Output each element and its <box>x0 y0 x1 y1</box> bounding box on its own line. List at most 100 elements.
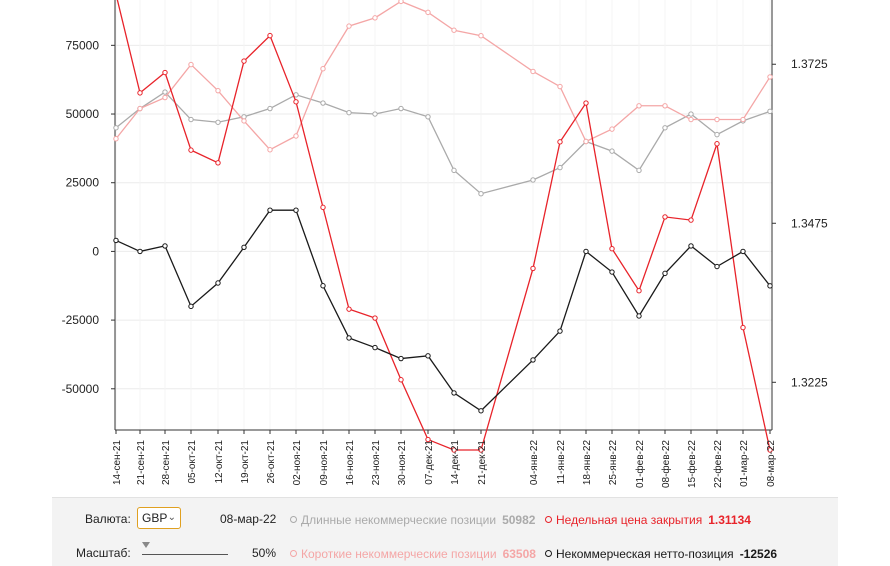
series-point <box>478 33 484 39</box>
series-point <box>478 191 484 197</box>
series-point <box>557 83 563 90</box>
series-point <box>188 303 194 310</box>
series-point <box>767 108 773 115</box>
series-point <box>688 116 694 123</box>
x-tick-label: 05-окт-21 <box>187 440 198 484</box>
right-tick-label: 1.3725 <box>791 57 828 71</box>
legend-item-long[interactable]: Длинные некоммерческие позиции 50982 <box>290 513 535 527</box>
scale-value: 50% <box>252 546 277 560</box>
axes <box>111 0 776 434</box>
series-point <box>425 436 431 443</box>
series-point <box>137 90 143 96</box>
series-lines <box>113 0 773 453</box>
x-tick-label: 14-дек-21 <box>450 440 461 485</box>
series-point <box>688 217 694 223</box>
series-point <box>372 315 378 321</box>
series-point <box>583 138 589 145</box>
series-point <box>398 355 404 362</box>
series-point <box>320 100 326 106</box>
series-point <box>557 328 563 334</box>
report-date: 08-мар-22 <box>220 512 277 526</box>
series-point <box>451 447 457 453</box>
x-tick-label: 07-дек-21 <box>424 440 435 485</box>
x-tick-label: 02-ноя-21 <box>292 440 303 486</box>
series-point <box>609 246 615 252</box>
x-tick-label: 08-мар-22 <box>766 440 777 487</box>
series-point <box>346 109 352 116</box>
series-point <box>113 237 119 244</box>
series-point <box>293 99 299 105</box>
cot-chart: 75000 50000 25000 0 -25000 -50000 1.3725 1.3475… <box>62 0 828 488</box>
x-tick-label: 01-мар-22 <box>739 440 750 487</box>
series-point <box>346 23 352 29</box>
x-tick-label: 15-фев-22 <box>686 440 698 488</box>
series-point <box>320 283 326 289</box>
legend-marker-net <box>545 550 552 558</box>
series-point <box>609 269 615 275</box>
series-point <box>372 15 378 21</box>
series-line <box>116 0 771 451</box>
series-point <box>215 280 221 286</box>
series-point <box>241 58 247 64</box>
x-tick-label: 08-фев-22 <box>660 440 672 488</box>
series-point <box>662 270 668 277</box>
series-point <box>267 147 273 153</box>
series-point <box>767 74 773 80</box>
series-point <box>188 116 194 123</box>
series-point <box>372 344 378 351</box>
series-point <box>188 147 194 153</box>
series-point <box>636 103 642 109</box>
grid-lines <box>115 0 772 430</box>
right-tick-label: 1.3475 <box>791 216 828 230</box>
legend-label-close: Недельная цена закрытия <box>556 513 703 527</box>
x-tick-label: 22-фев-22 <box>712 440 724 488</box>
series-point <box>740 248 746 255</box>
series-point <box>293 133 299 139</box>
legend-value-net: -12526 <box>739 547 778 561</box>
x-tick-label: 28-сен-21 <box>161 440 172 485</box>
series-point <box>636 313 642 319</box>
series-point <box>162 89 168 95</box>
series-point <box>215 119 221 125</box>
scale-slider-handle[interactable] <box>142 542 150 548</box>
x-tick-label: 19-окт-21 <box>240 440 251 484</box>
series-point <box>320 65 326 72</box>
legend-item-short[interactable]: Короткие некоммерческие позиции 63508 <box>290 547 536 561</box>
series-point <box>583 248 589 255</box>
legend-marker-close <box>545 516 552 524</box>
series-point <box>398 0 404 5</box>
series-point <box>137 105 143 112</box>
series-point <box>662 103 668 109</box>
legend-label-short: Короткие некоммерческие позиции <box>301 547 497 561</box>
x-tick-label: 25-янв-22 <box>608 440 619 486</box>
series-point <box>241 244 247 250</box>
legend-item-close[interactable]: Недельная цена закрытия 1.31134 <box>545 513 751 527</box>
left-tick-label: 50000 <box>66 107 100 121</box>
x-tick-label: 23-ноя-21 <box>371 440 382 486</box>
x-tick-label: 11-янв-22 <box>556 440 567 485</box>
left-tick-label: 75000 <box>66 38 100 52</box>
x-tick-label: 09-ноя-21 <box>319 440 330 486</box>
series-point <box>714 116 720 123</box>
series-point <box>293 207 299 213</box>
x-tick-label: 16-ноя-21 <box>345 440 356 486</box>
series-point <box>162 243 168 249</box>
controls-panel: Валюта: GBP ⌄ 08-мар-22 Длинные некоммер… <box>52 497 838 566</box>
series-point <box>609 126 615 132</box>
currency-select[interactable]: GBP ⌄ <box>137 507 181 529</box>
series-point <box>267 32 273 39</box>
series-line <box>115 91 771 195</box>
series-point <box>162 94 168 101</box>
scale-slider[interactable] <box>142 542 228 556</box>
series-point <box>346 335 352 341</box>
series-point <box>557 164 563 171</box>
series-point <box>451 390 457 396</box>
x-tick-label: 01-фев-22 <box>634 440 646 488</box>
series-point <box>636 167 642 174</box>
x-tick-label: 26-окт-21 <box>266 440 277 484</box>
legend-item-net[interactable]: Некоммерческая нетто-позиция -12526 <box>545 547 777 561</box>
legend-marker-long <box>290 516 297 524</box>
legend-value-short: 63508 <box>502 547 536 561</box>
series-point <box>398 377 404 383</box>
chevron-down-icon: ⌄ <box>167 512 176 523</box>
